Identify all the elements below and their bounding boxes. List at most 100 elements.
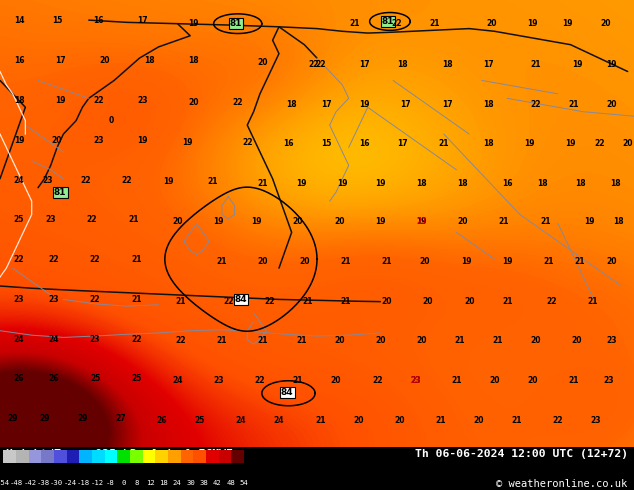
Text: 16: 16 [359,139,370,148]
Text: 18: 18 [144,56,154,65]
Text: 24: 24 [173,480,181,486]
Text: 18: 18 [159,480,168,486]
Text: 29: 29 [8,414,18,423]
Text: 26: 26 [49,374,59,384]
Text: 15: 15 [52,16,62,24]
Text: 19: 19 [14,136,24,145]
Text: -12: -12 [90,480,103,486]
Text: 23: 23 [410,376,420,385]
Text: 23: 23 [214,376,224,385]
Text: 20: 20 [334,217,344,226]
Text: 23: 23 [42,175,53,185]
Text: 20: 20 [420,257,430,266]
Text: 18: 18 [398,60,408,69]
Bar [67,450,79,463]
Bar [117,450,130,463]
Text: 81: 81 [230,19,242,28]
Bar [181,450,193,463]
Text: 22: 22 [90,295,100,304]
Bar [41,450,54,463]
Text: 17: 17 [398,139,408,148]
Text: 19: 19 [163,177,173,186]
Text: 24: 24 [49,335,59,343]
Text: 16: 16 [14,56,24,65]
Text: Height/Temp. 925 hPa [gdpm] ECMWF: Height/Temp. 925 hPa [gdpm] ECMWF [6,449,233,459]
Text: 16: 16 [93,16,103,24]
Text: 16: 16 [283,139,294,148]
Bar [219,450,231,463]
Text: 21: 21 [569,376,579,385]
Text: 17: 17 [483,60,493,69]
Bar [3,450,16,463]
Text: 17: 17 [401,99,411,109]
Text: 21: 21 [258,179,268,188]
Text: 23: 23 [604,376,614,385]
Text: 19: 19 [417,217,427,226]
Bar [155,450,168,463]
Text: 15: 15 [321,139,332,148]
Text: 20: 20 [527,376,538,385]
Text: 19: 19 [566,139,576,148]
Text: 20: 20 [258,257,268,266]
Text: 20: 20 [52,136,62,145]
Text: 20: 20 [375,337,385,345]
Text: 23: 23 [138,96,148,105]
Text: 21: 21 [499,217,509,226]
Text: 19: 19 [214,217,224,226]
Text: 21: 21 [131,255,141,264]
Text: 20: 20 [394,416,404,425]
Text: 22: 22 [122,175,132,185]
Text: 19: 19 [359,99,370,109]
Text: 21: 21 [315,416,325,425]
Text: 22: 22 [87,216,97,224]
Text: 16: 16 [502,179,512,188]
Text: 20: 20 [293,217,303,226]
Bar [130,450,143,463]
Text: 18: 18 [188,56,198,65]
Text: 21: 21 [128,216,138,224]
Text: 21: 21 [439,139,449,148]
Text: 25: 25 [90,374,100,384]
Text: 29: 29 [77,414,87,423]
Text: 23: 23 [46,216,56,224]
Text: © weatheronline.co.uk: © weatheronline.co.uk [496,479,628,489]
Text: 20: 20 [417,337,427,345]
Text: 20: 20 [607,99,617,109]
Text: 81: 81 [382,17,394,26]
Bar [206,450,219,463]
Text: 22: 22 [14,255,24,264]
Text: 19: 19 [337,179,347,188]
Text: 20: 20 [572,337,582,345]
Text: -54: -54 [0,480,10,486]
Text: -38: -38 [37,480,50,486]
Text: 21: 21 [575,257,585,266]
Text: 20: 20 [334,337,344,345]
Text: 18: 18 [14,96,24,105]
Text: 23: 23 [14,295,24,304]
Text: 20: 20 [188,98,198,107]
Text: 20: 20 [474,416,484,425]
Text: -30: -30 [50,480,63,486]
Bar [231,450,244,463]
Text: 17: 17 [359,60,370,69]
Text: 18: 18 [483,99,493,109]
Text: 19: 19 [375,179,385,188]
Text: 20: 20 [331,376,341,385]
Text: 21: 21 [296,337,306,345]
Text: 84: 84 [235,295,247,304]
Text: 17: 17 [321,99,332,109]
Text: 18: 18 [613,217,623,226]
Bar [105,450,117,463]
Text: 18: 18 [458,179,468,188]
Text: 18: 18 [575,179,585,188]
Text: 21: 21 [340,257,351,266]
Text: 20: 20 [489,376,500,385]
Text: 22: 22 [264,297,275,306]
Text: -42: -42 [23,480,37,486]
Text: 21: 21 [451,376,462,385]
Text: 23: 23 [417,217,427,226]
Text: 22: 22 [176,337,186,345]
Text: 19: 19 [296,179,306,188]
Bar [54,450,67,463]
Text: 19: 19 [585,217,595,226]
